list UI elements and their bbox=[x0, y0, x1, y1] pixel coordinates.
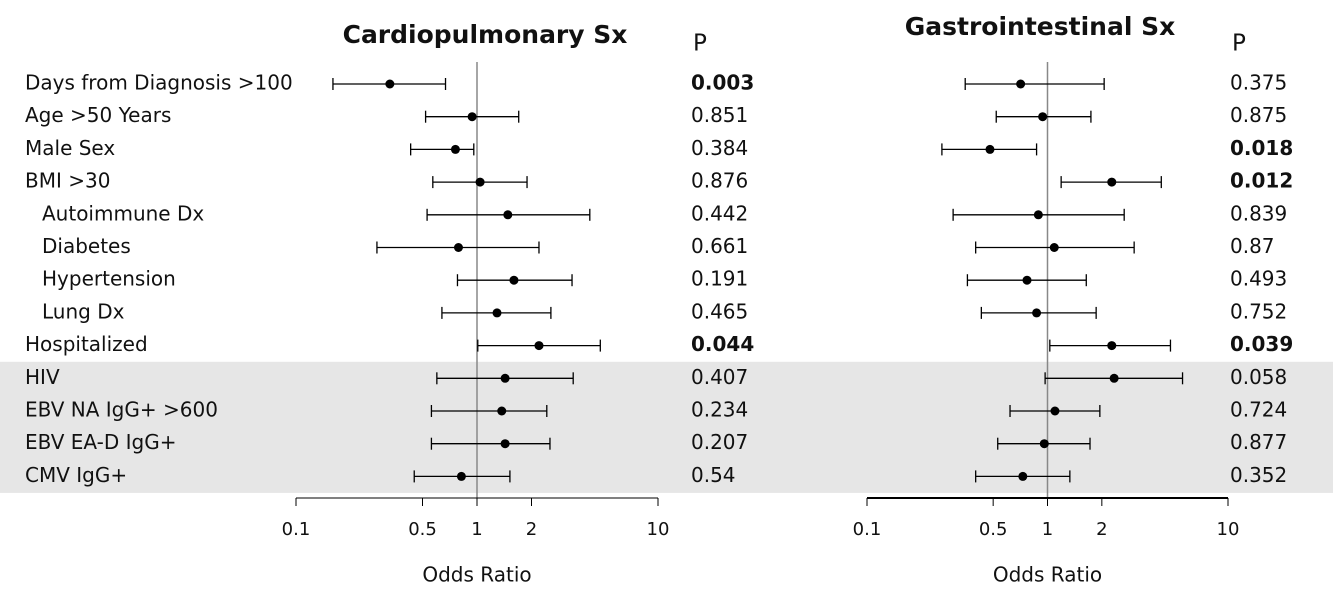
p-value: 0.384 bbox=[691, 136, 748, 160]
point bbox=[1032, 308, 1042, 318]
x-axis-label: Odds Ratio bbox=[422, 563, 531, 587]
row-label: Male Sex bbox=[25, 136, 115, 160]
row-label: Autoimmune Dx bbox=[42, 201, 204, 225]
p-value: 0.207 bbox=[691, 430, 748, 454]
row-label: HIV bbox=[25, 365, 60, 389]
row-shade bbox=[0, 394, 1333, 428]
x-tick-label: 0.1 bbox=[282, 519, 311, 540]
point bbox=[492, 308, 502, 318]
point bbox=[1039, 439, 1049, 449]
row-label: CMV IgG+ bbox=[25, 463, 127, 487]
point bbox=[1049, 243, 1059, 252]
p-value: 0.375 bbox=[1230, 71, 1287, 95]
p-value: 0.839 bbox=[1230, 201, 1287, 225]
background bbox=[0, 361, 1333, 493]
p-value: 0.039 bbox=[1230, 332, 1293, 356]
p-header: P bbox=[693, 31, 707, 57]
point bbox=[1022, 275, 1032, 285]
x-tick-label: 10 bbox=[1217, 519, 1240, 540]
point bbox=[450, 144, 460, 154]
p-value: 0.875 bbox=[1230, 103, 1287, 127]
p-value: 0.018 bbox=[1230, 136, 1293, 160]
p-value: 0.058 bbox=[1230, 365, 1287, 389]
row-label: Hospitalized bbox=[25, 332, 148, 356]
point bbox=[453, 243, 463, 252]
p-value: 0.352 bbox=[1230, 463, 1287, 487]
point bbox=[1016, 79, 1026, 89]
row-label: EBV NA IgG+ >600 bbox=[25, 398, 218, 422]
p-value: 0.54 bbox=[691, 463, 736, 487]
row-label: EBV EA-D IgG+ bbox=[25, 430, 176, 454]
point bbox=[985, 144, 995, 154]
p-value: 0.191 bbox=[691, 267, 748, 291]
p-value: 0.752 bbox=[1230, 299, 1287, 323]
x-tick-label: 2 bbox=[1096, 519, 1107, 540]
x-tick-label: 0.5 bbox=[408, 519, 437, 540]
point bbox=[1038, 112, 1048, 122]
row-label: Lung Dx bbox=[42, 299, 125, 323]
row-label: Diabetes bbox=[42, 234, 131, 258]
p-value: 0.877 bbox=[1230, 430, 1287, 454]
p-value: 0.87 bbox=[1230, 234, 1275, 258]
point bbox=[500, 373, 510, 383]
x-axis-label: Odds Ratio bbox=[993, 563, 1102, 587]
point bbox=[1018, 471, 1028, 481]
x-tick-label: 10 bbox=[647, 519, 670, 540]
point bbox=[509, 275, 519, 285]
point bbox=[1033, 210, 1043, 220]
point bbox=[456, 471, 466, 481]
row-label: BMI >30 bbox=[25, 169, 110, 193]
point bbox=[475, 177, 485, 187]
point bbox=[500, 439, 510, 449]
p-value: 0.465 bbox=[691, 299, 748, 323]
point bbox=[1050, 406, 1060, 416]
p-value: 0.044 bbox=[691, 332, 754, 356]
p-value: 0.407 bbox=[691, 365, 748, 389]
panel-title: Gastrointestinal Sx bbox=[905, 12, 1175, 41]
p-value: 0.012 bbox=[1230, 169, 1293, 193]
x-tick-label: 2 bbox=[526, 519, 537, 540]
point bbox=[534, 341, 544, 351]
p-value: 0.876 bbox=[691, 169, 748, 193]
x-tick-label: 1 bbox=[1042, 519, 1053, 540]
point bbox=[503, 210, 513, 220]
x-tick-label: 0.1 bbox=[853, 519, 882, 540]
row-label: Age >50 Years bbox=[25, 103, 171, 127]
p-value: 0.851 bbox=[691, 103, 748, 127]
p-header: P bbox=[1232, 31, 1246, 57]
point bbox=[467, 112, 477, 122]
row-label: Days from Diagnosis >100 bbox=[25, 71, 293, 95]
x-tick-label: 1 bbox=[471, 519, 482, 540]
row-shade bbox=[0, 459, 1333, 493]
row-shade bbox=[0, 427, 1333, 461]
p-value: 0.442 bbox=[691, 201, 748, 225]
point bbox=[1109, 373, 1119, 383]
p-value: 0.003 bbox=[691, 71, 754, 95]
point bbox=[1107, 177, 1117, 187]
panel-title: Cardiopulmonary Sx bbox=[343, 20, 628, 49]
row-label: Hypertension bbox=[42, 267, 176, 291]
x-tick-label: 0.5 bbox=[979, 519, 1008, 540]
p-value: 0.724 bbox=[1230, 398, 1287, 422]
point bbox=[497, 406, 507, 416]
p-value: 0.661 bbox=[691, 234, 748, 258]
point bbox=[385, 79, 395, 89]
p-value: 0.493 bbox=[1230, 267, 1287, 291]
point bbox=[1107, 341, 1117, 351]
p-value: 0.234 bbox=[691, 398, 748, 422]
